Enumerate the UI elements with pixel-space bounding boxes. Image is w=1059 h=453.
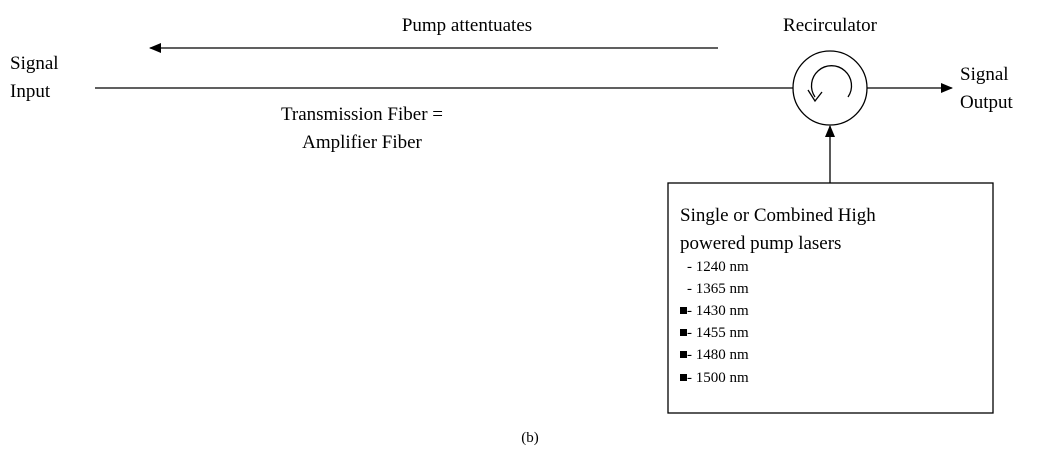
pump-item: - 1240 nm (687, 259, 749, 275)
pump-box (667, 182, 994, 414)
signal-input: Input (10, 81, 51, 102)
pump-item: - 1455 nm (687, 325, 749, 341)
signal-output: Signal (960, 64, 1009, 85)
pump-item: - 1365 nm (687, 281, 749, 297)
signal-output: Output (960, 92, 1014, 113)
bullet (680, 351, 687, 358)
pump-item: - 1480 nm (687, 347, 749, 363)
pump-item: - 1430 nm (687, 303, 749, 319)
pump-label: Pump attentuates (402, 15, 532, 36)
bullet (680, 329, 687, 336)
pump-box-title: Single or Combined High (680, 205, 876, 226)
signal-input: Signal (10, 53, 59, 74)
fiber-label: Transmission Fiber = (281, 104, 443, 125)
pump-box-title: powered pump lasers (680, 233, 841, 254)
fiber-label: Amplifier Fiber (302, 132, 422, 153)
bullet (680, 374, 687, 381)
bullet (680, 307, 687, 314)
caption: (b) (521, 430, 539, 446)
recirculator-label: Recirculator (783, 15, 878, 36)
recirculator (792, 50, 868, 126)
pump-item: - 1500 nm (687, 370, 749, 386)
recirculator-icon (810, 65, 853, 98)
recirculator-icon-head (807, 89, 823, 103)
